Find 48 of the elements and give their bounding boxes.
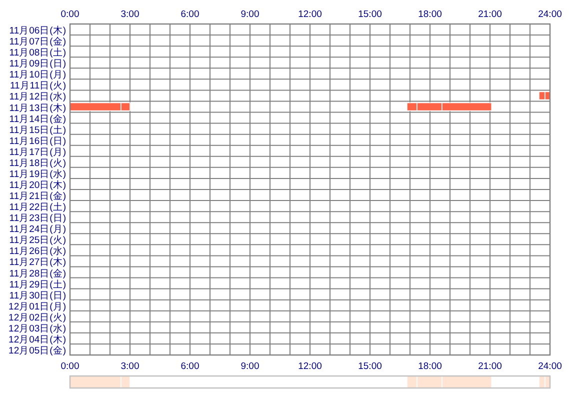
y-tick-label: 11月06日(木) bbox=[9, 24, 66, 37]
x-tick-label: 21:00 bbox=[478, 361, 502, 372]
x2-tick-label: 24:00 bbox=[538, 9, 562, 20]
y-tick-label: 11月28日(金) bbox=[9, 267, 66, 280]
x-tick-label: 9:00 bbox=[240, 361, 260, 372]
x2-tick-label: 21:00 bbox=[478, 9, 502, 20]
x-tick-label: 18:00 bbox=[418, 361, 442, 372]
y-tick-label: 11月21日(金) bbox=[9, 190, 66, 202]
x2-tick-label: 3:00 bbox=[120, 9, 140, 20]
y-tick-label: 11月20日(木) bbox=[9, 178, 66, 191]
x-tick-label: 24:00 bbox=[538, 361, 562, 372]
x-tick-label: 12:00 bbox=[298, 361, 322, 372]
x2-tick-label: 15:00 bbox=[358, 9, 382, 20]
y-tick-label: 11月16日(日) bbox=[9, 136, 66, 147]
y-tick-label: 12月01日(月) bbox=[8, 301, 66, 312]
y-tick-label: 11月29日(土) bbox=[9, 278, 66, 290]
y-tick-label: 11月07日(金) bbox=[9, 36, 66, 48]
x-tick-label: 3:00 bbox=[120, 361, 140, 372]
y-tick-label: 11月17日(月) bbox=[9, 146, 66, 158]
x2-tick-label: 0:00 bbox=[60, 9, 80, 20]
y-tick-label: 11月14日(金) bbox=[9, 112, 66, 125]
y-tick-label: 11月19日(水) bbox=[9, 168, 66, 180]
x2-tick-label: 12:00 bbox=[298, 9, 322, 20]
y-tick-label: 11月12日(水) bbox=[9, 90, 66, 103]
y-tick-label: 11月23日(日) bbox=[9, 213, 66, 224]
y-tick-label: 12月05日(金) bbox=[8, 344, 66, 356]
y-tick-label: 12月02日(火) bbox=[8, 311, 66, 324]
x-tick-label: 15:00 bbox=[358, 361, 382, 372]
y-tick-label: 11月18日(火) bbox=[9, 156, 66, 169]
y-tick-label: 11月30日(日) bbox=[9, 290, 66, 302]
x-tick-label: 0:00 bbox=[60, 361, 80, 372]
y-tick-label: 11月26日(水) bbox=[9, 245, 66, 258]
y-tick-label: 11月13日(木) bbox=[9, 102, 66, 114]
y-tick-label: 11月24日(月) bbox=[9, 224, 66, 236]
y-tick-label: 12月03日(水) bbox=[8, 322, 66, 334]
y-tick-label: 11月10日(月) bbox=[9, 70, 66, 81]
y-tick-label: 11月22日(土) bbox=[9, 201, 66, 214]
y-tick-label: 11月08日(土) bbox=[9, 46, 66, 59]
x-tick-label: 6:00 bbox=[180, 361, 200, 372]
x2-tick-label: 18:00 bbox=[418, 9, 442, 20]
x2-tick-label: 9:00 bbox=[240, 9, 260, 20]
y-tick-label: 11月27日(木) bbox=[9, 256, 66, 268]
y-tick-label: 11月25日(火) bbox=[9, 234, 66, 246]
x2-tick-label: 6:00 bbox=[180, 9, 200, 20]
y-tick-label: 11月15日(土) bbox=[9, 124, 66, 136]
y-tick-label: 11月09日(日) bbox=[9, 58, 66, 70]
y-tick-label: 12月04日(木) bbox=[8, 333, 66, 346]
y-tick-label: 11月11日(火) bbox=[10, 80, 66, 92]
